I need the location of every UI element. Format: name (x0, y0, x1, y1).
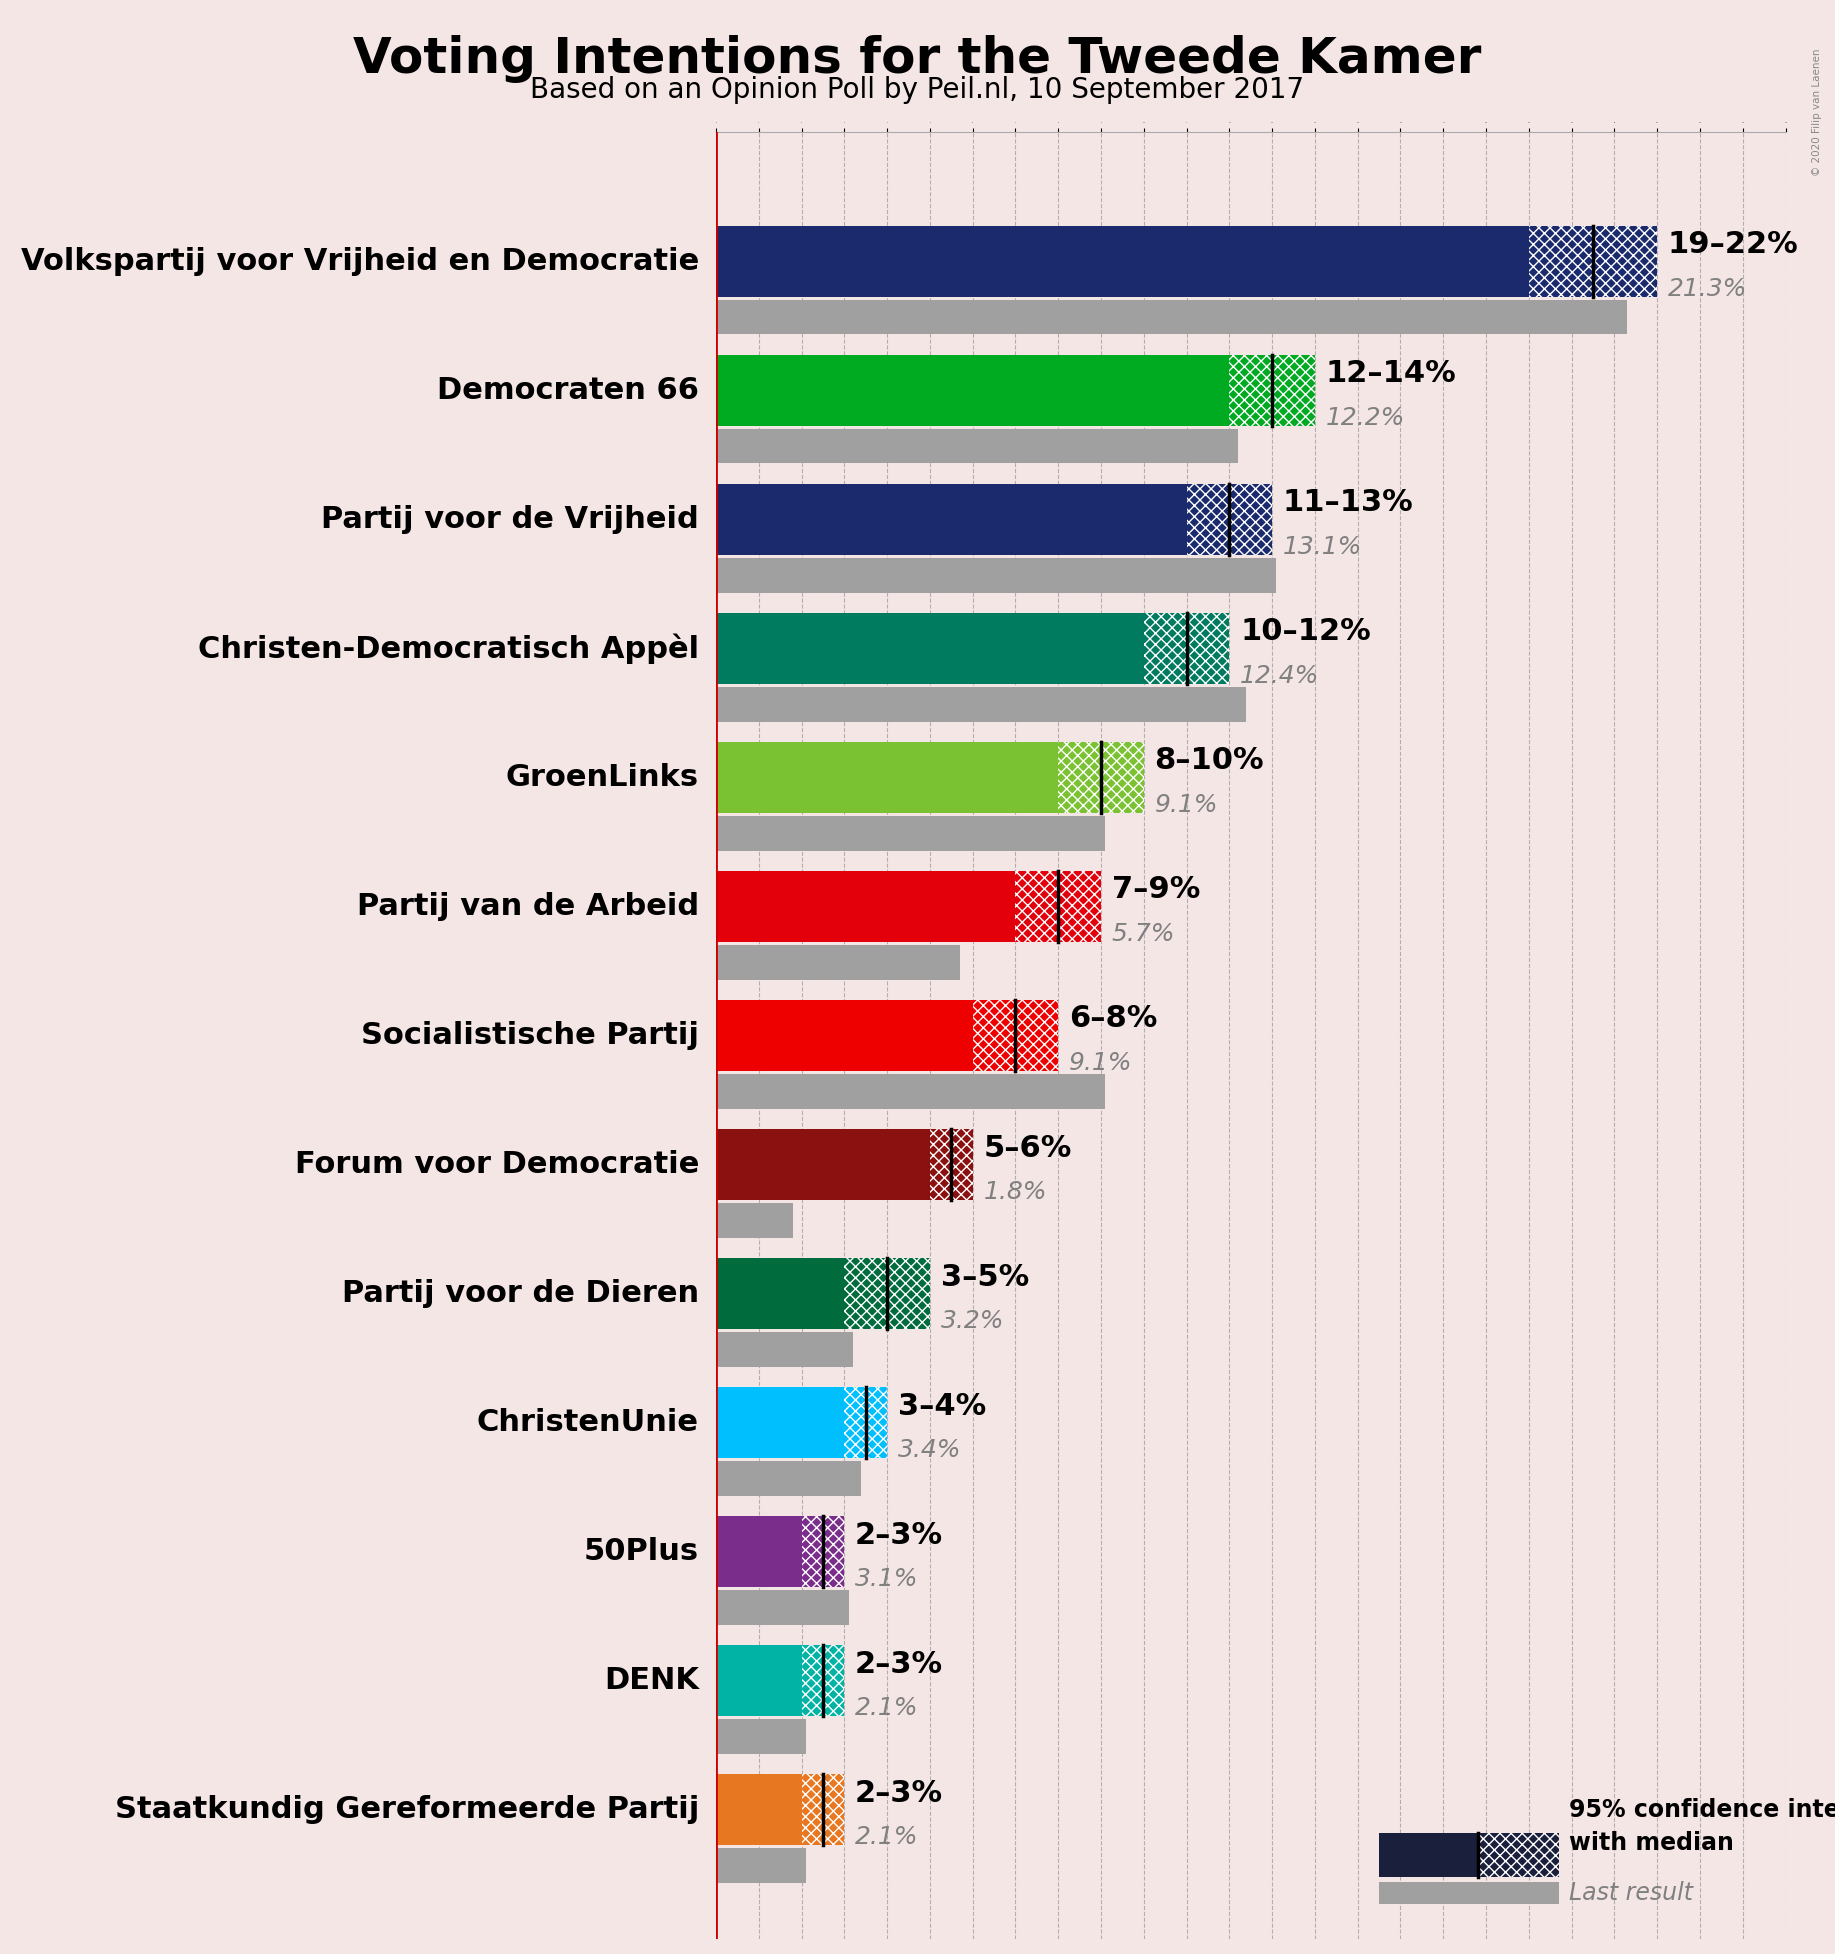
Bar (716, 1591, 848, 1626)
Bar (1143, 614, 1229, 684)
Bar (716, 1720, 806, 1755)
Text: Partij voor de Vrijheid: Partij voor de Vrijheid (321, 504, 699, 533)
Bar (716, 743, 1059, 813)
Bar (716, 614, 1143, 684)
Bar (716, 1774, 802, 1845)
Bar (716, 1645, 802, 1716)
Text: Staatkundig Gereformeerde Partij: Staatkundig Gereformeerde Partij (114, 1796, 699, 1825)
Text: 50Plus: 50Plus (584, 1538, 699, 1567)
Text: © 2020 Filip van Laenen: © 2020 Filip van Laenen (1813, 49, 1822, 176)
Text: 7–9%: 7–9% (1112, 875, 1200, 905)
Text: Voting Intentions for the Tweede Kamer: Voting Intentions for the Tweede Kamer (354, 35, 1481, 84)
Bar (716, 1000, 973, 1071)
Bar (802, 1774, 844, 1845)
Bar (716, 1462, 861, 1495)
Text: Socialistische Partij: Socialistische Partij (361, 1022, 699, 1049)
Bar (716, 1075, 1105, 1108)
Bar (1477, 1833, 1558, 1878)
Bar (716, 485, 1187, 555)
Bar (716, 1516, 802, 1587)
Text: Last result: Last result (1569, 1882, 1694, 1905)
Text: 9.1%: 9.1% (1070, 1051, 1132, 1075)
Bar (716, 1204, 793, 1237)
Text: 6–8%: 6–8% (1070, 1004, 1158, 1034)
Text: Partij voor de Dieren: Partij voor de Dieren (341, 1280, 699, 1309)
Bar (802, 1516, 844, 1587)
Text: Partij van de Arbeid: Partij van de Arbeid (356, 893, 699, 920)
Text: 5–6%: 5–6% (984, 1133, 1072, 1163)
Bar (716, 428, 1239, 463)
Bar (1187, 485, 1272, 555)
Bar (1529, 227, 1657, 297)
Bar (716, 871, 1015, 942)
Bar (716, 227, 1529, 297)
Bar (716, 946, 960, 979)
Bar (716, 1387, 844, 1458)
Text: 8–10%: 8–10% (1154, 746, 1264, 776)
Text: 95% confidence interval
with median: 95% confidence interval with median (1569, 1798, 1835, 1856)
Bar (1059, 743, 1143, 813)
Text: 3–4%: 3–4% (897, 1391, 985, 1421)
Text: 12–14%: 12–14% (1325, 360, 1457, 389)
Text: 12.4%: 12.4% (1240, 664, 1319, 688)
Bar (1380, 1882, 1558, 1903)
Text: 3.2%: 3.2% (941, 1309, 1004, 1333)
Text: 3.4%: 3.4% (897, 1438, 962, 1462)
Text: 19–22%: 19–22% (1668, 231, 1798, 260)
Text: 2.1%: 2.1% (855, 1825, 919, 1848)
Text: 3.1%: 3.1% (855, 1567, 919, 1591)
Text: 2–3%: 2–3% (855, 1649, 943, 1678)
Bar (716, 1848, 806, 1884)
Text: 2–3%: 2–3% (855, 1520, 943, 1550)
Text: DENK: DENK (604, 1667, 699, 1696)
Bar (1380, 1833, 1477, 1878)
Bar (716, 1258, 844, 1329)
Text: 1.8%: 1.8% (984, 1180, 1048, 1204)
Bar (930, 1129, 973, 1200)
Bar (716, 686, 1246, 721)
Text: Democraten 66: Democraten 66 (437, 375, 699, 404)
Bar (716, 356, 1229, 426)
Text: GroenLinks: GroenLinks (506, 764, 699, 791)
Text: 11–13%: 11–13% (1283, 488, 1413, 518)
Text: 2.1%: 2.1% (855, 1696, 919, 1720)
Text: Based on an Opinion Poll by Peil.nl, 10 September 2017: Based on an Opinion Poll by Peil.nl, 10 … (530, 76, 1305, 104)
Bar (716, 1333, 853, 1366)
Bar (716, 557, 1277, 592)
Bar (844, 1387, 886, 1458)
Bar (1229, 356, 1316, 426)
Text: 10–12%: 10–12% (1240, 617, 1371, 647)
Bar (716, 299, 1628, 334)
Text: 2–3%: 2–3% (855, 1778, 943, 1807)
Text: 9.1%: 9.1% (1154, 793, 1218, 817)
Bar (1015, 871, 1101, 942)
Bar (716, 815, 1105, 850)
Text: 12.2%: 12.2% (1325, 406, 1406, 430)
Bar (844, 1258, 930, 1329)
Text: ChristenUnie: ChristenUnie (477, 1409, 699, 1438)
Text: 5.7%: 5.7% (1112, 922, 1174, 946)
Text: 3–5%: 3–5% (941, 1262, 1029, 1292)
Bar (973, 1000, 1059, 1071)
Bar (716, 1129, 930, 1200)
Text: 21.3%: 21.3% (1668, 277, 1747, 301)
Bar (802, 1645, 844, 1716)
Text: Volkspartij voor Vrijheid en Democratie: Volkspartij voor Vrijheid en Democratie (20, 246, 699, 276)
Text: 13.1%: 13.1% (1283, 535, 1362, 559)
Text: Forum voor Democratie: Forum voor Democratie (294, 1151, 699, 1180)
Text: Christen-Democratisch Appèl: Christen-Democratisch Appèl (198, 633, 699, 664)
